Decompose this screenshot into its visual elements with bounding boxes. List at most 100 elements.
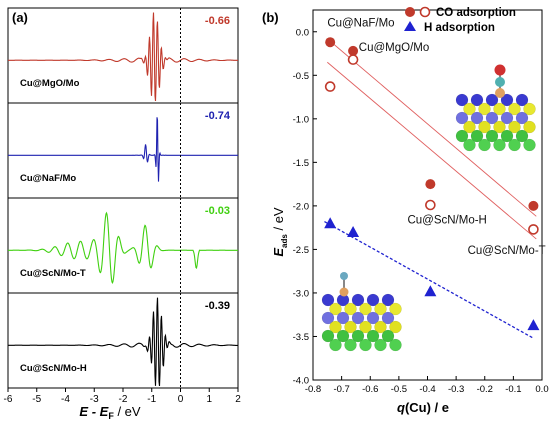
- subplot-name: Cu@NaF/Mo: [20, 173, 76, 184]
- atom: [485, 129, 499, 143]
- atom: [523, 138, 536, 152]
- point-annotation: Cu@NaF/Mo: [327, 18, 394, 30]
- atom: [329, 302, 342, 316]
- x-tick-label: -0.4: [419, 384, 435, 395]
- co-point-filled: [528, 200, 539, 211]
- atom: [523, 120, 536, 134]
- h-point-triangle: [347, 226, 360, 237]
- atom: [344, 320, 357, 334]
- co-point-open: [324, 81, 336, 92]
- cu-atom: [495, 88, 505, 98]
- atom: [366, 311, 380, 325]
- atom: [455, 129, 469, 143]
- atom: [374, 320, 387, 334]
- y-tick-label: -0.5: [293, 71, 309, 82]
- legend: CO adsorption H adsorption: [404, 6, 516, 34]
- atom: [374, 302, 387, 316]
- atom: [381, 293, 395, 307]
- co-point-open: [425, 199, 436, 211]
- x-tick-label: 2: [235, 394, 241, 405]
- panel-b-xlabel: q(Cu) / e: [397, 400, 449, 415]
- co-point-filled: [348, 45, 359, 56]
- atom: [500, 93, 514, 107]
- subplot-value: -0.66: [205, 15, 230, 27]
- y-tick-label: -1.5: [293, 158, 309, 169]
- x-tick-label: -0.8: [305, 384, 321, 395]
- dos-curve: [8, 12, 238, 102]
- atom: [351, 293, 365, 307]
- atom: [478, 138, 491, 152]
- atom: [321, 293, 335, 307]
- atom: [321, 329, 335, 343]
- atom: [389, 320, 402, 334]
- point-annotation: Cu@ScN/Mo-H: [407, 214, 486, 226]
- h-adsorption-structure-inset: [321, 272, 402, 352]
- atom: [470, 129, 484, 143]
- atom: [500, 111, 514, 125]
- x-tick-label: -0.3: [448, 384, 464, 395]
- x-tick-label: -0.1: [505, 384, 521, 395]
- dos-subplot: Cu@ScN/Mo-T -0.03: [7, 197, 239, 294]
- x-tick-label: 0: [178, 394, 184, 405]
- co-adsorption-structure-inset: [455, 64, 536, 152]
- atom: [463, 120, 476, 134]
- atom: [321, 311, 335, 325]
- subplot-value: -0.74: [205, 110, 231, 122]
- legend-co-open-marker: [419, 6, 431, 18]
- oxygen-atom: [494, 64, 506, 76]
- x-tick-label: -3: [90, 394, 99, 405]
- atom: [493, 120, 506, 134]
- atom: [463, 102, 476, 116]
- x-tick-label: -4: [61, 394, 70, 405]
- atom: [344, 338, 357, 352]
- legend-h-label: H adsorption: [424, 22, 495, 34]
- hydrogen-atom: [340, 272, 348, 280]
- co-point-open: [528, 224, 539, 235]
- atom: [455, 93, 469, 107]
- fit-line: [327, 61, 537, 240]
- atom: [329, 338, 342, 352]
- atom: [389, 338, 402, 352]
- atom: [485, 111, 499, 125]
- atom: [381, 311, 395, 325]
- fit-line: [327, 38, 537, 217]
- legend-co-filled-marker: [405, 7, 415, 17]
- atom: [478, 120, 491, 134]
- panel-b-scatter: (b) -0.8 -0.7 -0.6 -0.5 -0.4 -0.3 -0.2 -0.1 0.0 0…: [262, 6, 549, 415]
- subplot-value: -0.39: [205, 300, 230, 312]
- x-tick-label: 0.0: [535, 384, 548, 395]
- h-point-triangle: [324, 217, 337, 229]
- dos-subplot: Cu@MgO/Mo -0.66: [7, 7, 239, 104]
- atom: [329, 320, 342, 334]
- atom: [508, 120, 521, 134]
- panel-b-label: (b): [262, 10, 279, 25]
- y-tick-label: -3.0: [293, 288, 309, 299]
- atom: [381, 329, 395, 343]
- subplot-name: Cu@ScN/Mo-H: [20, 363, 87, 374]
- atom: [515, 93, 529, 107]
- h-point-triangle: [527, 319, 540, 331]
- y-tick-label: -1.0: [293, 114, 309, 125]
- legend-co-label: CO adsorption: [436, 7, 516, 19]
- panel-b-ylabel: Eads / eV: [271, 207, 289, 257]
- atom: [344, 302, 357, 316]
- x-tick-label: -0.2: [477, 384, 493, 395]
- atom: [493, 138, 506, 152]
- point-annotation: Cu@MgO/Mo: [359, 42, 429, 54]
- dos-subplot: Cu@NaF/Mo -0.74: [7, 102, 239, 199]
- atom: [359, 302, 372, 316]
- atom: [374, 338, 387, 352]
- x-tick-label: -1: [147, 394, 156, 405]
- atom: [389, 302, 402, 316]
- atom: [359, 320, 372, 334]
- co-point-open: [347, 54, 359, 65]
- atom: [523, 102, 536, 116]
- subplot-name: Cu@ScN/Mo-T: [20, 268, 86, 279]
- y-tick-label: -4.0: [293, 376, 309, 387]
- atom: [508, 102, 521, 116]
- x-tick-label: -0.6: [362, 384, 378, 395]
- panel-a-label: (a): [12, 10, 28, 25]
- x-tick-label: -5: [32, 394, 41, 405]
- subplot-name: Cu@MgO/Mo: [20, 78, 80, 89]
